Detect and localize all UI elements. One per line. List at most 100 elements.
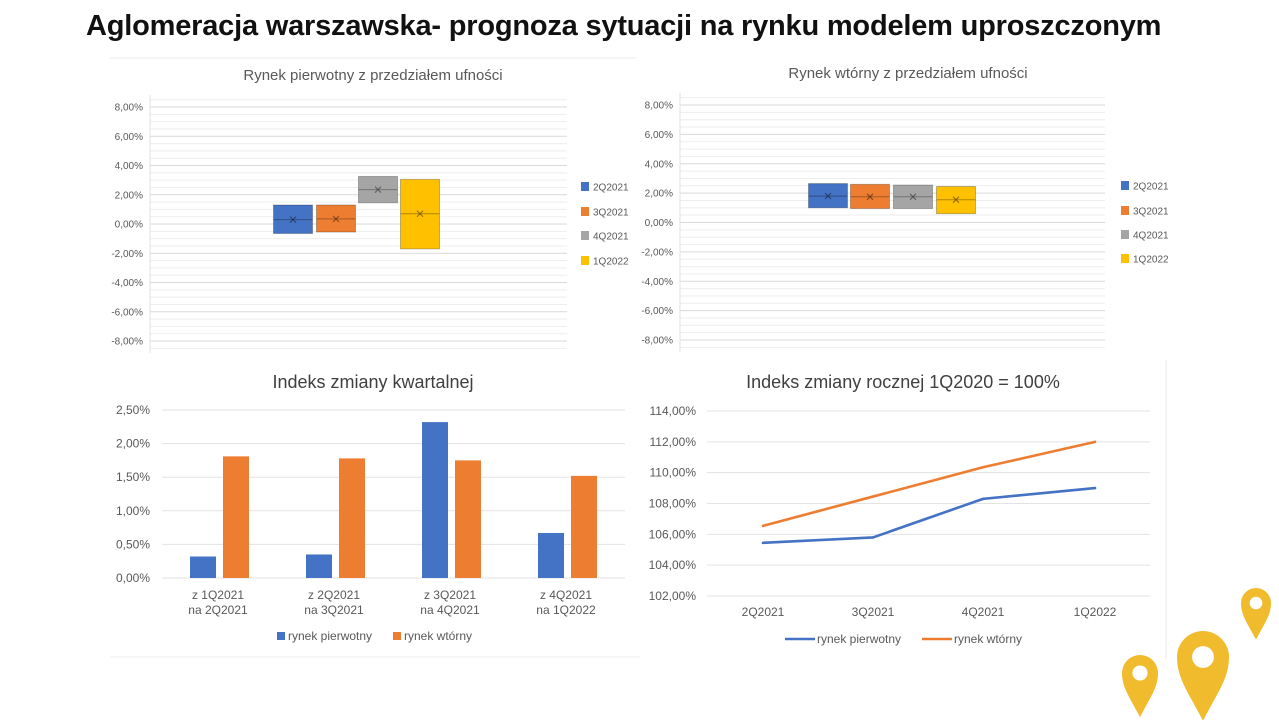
chart-title: Indeks zmiany kwartalnej bbox=[272, 372, 473, 392]
box-2Q2021 bbox=[273, 204, 313, 235]
pin-hole bbox=[1132, 665, 1148, 681]
legend-label: 3Q2021 bbox=[593, 208, 629, 219]
mean-marker bbox=[289, 216, 297, 224]
box-3Q2021 bbox=[850, 183, 890, 210]
y-tick-label: 1,50% bbox=[116, 470, 150, 484]
y-tick-label: 104,00% bbox=[649, 558, 697, 572]
bar-wtorny-1 bbox=[223, 456, 249, 578]
bar-pierwotny-1 bbox=[190, 556, 216, 578]
box-3Q2021 bbox=[316, 204, 356, 233]
legend-swatch bbox=[1121, 181, 1129, 190]
y-tick-label: 0,00% bbox=[115, 220, 143, 231]
x-tick-label: na 2Q2021 bbox=[188, 603, 248, 617]
y-tick-label: 2,00% bbox=[645, 189, 673, 200]
legend-label: 3Q2021 bbox=[1133, 207, 1169, 218]
bar-chart: Indeks zmiany kwartalnej 2,50% 2,00% 1,50% 1… bbox=[116, 372, 625, 643]
y-tick-label: -6,00% bbox=[641, 306, 673, 317]
x-tick-label: z 1Q2021 bbox=[192, 588, 244, 602]
data-point bbox=[981, 497, 985, 501]
legend-swatch bbox=[581, 231, 589, 240]
box-4Q2021 bbox=[893, 184, 933, 210]
slide-title: Aglomeracja warszawska- prognoza sytuacj… bbox=[86, 10, 1162, 42]
x-tick-label: 3Q2021 bbox=[852, 605, 895, 619]
legend-label: 2Q2021 bbox=[593, 183, 629, 194]
x-tick-label: na 3Q2021 bbox=[304, 603, 364, 617]
map-pin-small bbox=[1241, 588, 1271, 640]
bar-pierwotny-4 bbox=[538, 532, 564, 578]
bar-wtorny-4 bbox=[571, 475, 597, 578]
chart-title: Rynek pierwotny z przedziałem ufności bbox=[243, 67, 502, 84]
y-tick-label: -2,00% bbox=[111, 249, 143, 260]
legend-label: rynek wtórny bbox=[954, 632, 1022, 646]
legend-swatch bbox=[581, 182, 589, 191]
legend-swatch bbox=[1121, 230, 1129, 239]
legend-label: 4Q2021 bbox=[1133, 231, 1169, 242]
x-tick-label: z 3Q2021 bbox=[424, 588, 476, 602]
data-point bbox=[1093, 440, 1097, 444]
x-tick-label: na 1Q2022 bbox=[536, 603, 596, 617]
bar-pierwotny-3 bbox=[422, 422, 448, 578]
bar-wtorny-2 bbox=[339, 458, 365, 578]
legend-label: 4Q2021 bbox=[593, 232, 629, 243]
y-tick-label: -4,00% bbox=[111, 278, 143, 289]
line-wtorny bbox=[762, 440, 1096, 528]
y-tick-label: -8,00% bbox=[111, 337, 143, 348]
pin-hole bbox=[1249, 596, 1263, 610]
y-tick-label: 0,00% bbox=[116, 571, 150, 585]
legend-swatch bbox=[277, 632, 285, 640]
y-tick-label: 110,00% bbox=[650, 466, 697, 480]
box-1Q2022 bbox=[400, 178, 440, 250]
x-tick-label: z 2Q2021 bbox=[308, 588, 360, 602]
y-tick-label: 8,00% bbox=[645, 101, 673, 112]
y-tick-label: 8,00% bbox=[115, 103, 143, 114]
y-tick-label: -4,00% bbox=[641, 277, 673, 288]
chart-title: Rynek wtórny z przedziałem ufności bbox=[788, 65, 1027, 82]
y-tick-label: -8,00% bbox=[641, 336, 673, 347]
bar-pierwotny-2 bbox=[306, 554, 332, 578]
data-point bbox=[1093, 486, 1097, 490]
data-point bbox=[871, 536, 875, 539]
x-tick-label: 1Q2022 bbox=[1074, 605, 1117, 619]
data-point bbox=[871, 495, 875, 498]
y-tick-label: 0,00% bbox=[645, 218, 673, 229]
y-tick-label: 4,00% bbox=[645, 159, 673, 170]
map-pin-icon bbox=[1122, 655, 1158, 718]
legend-label: 1Q2022 bbox=[593, 257, 629, 268]
box-chart-1: Rynek pierwotny z przedziałem ufności 8,0… bbox=[111, 67, 629, 353]
mean-marker bbox=[909, 193, 917, 201]
legend-swatch bbox=[393, 632, 401, 640]
mean-marker bbox=[416, 210, 424, 218]
box-2Q2021 bbox=[808, 183, 848, 209]
mean-marker bbox=[332, 215, 340, 223]
y-tick-label: 4,00% bbox=[115, 161, 143, 172]
map-pin-icon bbox=[1241, 588, 1271, 640]
map-pin-icon bbox=[1177, 631, 1229, 720]
map-pin-medium bbox=[1122, 655, 1158, 718]
legend-label: rynek pierwotny bbox=[288, 629, 372, 643]
y-tick-label: 102,00% bbox=[649, 589, 697, 603]
x-tick-label: na 4Q2021 bbox=[420, 603, 480, 617]
y-tick-label: -2,00% bbox=[641, 247, 673, 258]
mean-marker bbox=[824, 192, 832, 200]
y-tick-label: 6,00% bbox=[645, 130, 673, 141]
data-point bbox=[761, 524, 765, 528]
y-tick-label: 2,00% bbox=[116, 437, 150, 451]
mean-marker bbox=[374, 186, 382, 194]
legend-swatch bbox=[1121, 206, 1129, 215]
line-chart: Indeks zmiany rocznej 1Q2020 = 100% 114,0… bbox=[649, 372, 1150, 646]
y-tick-label: 6,00% bbox=[115, 132, 143, 143]
x-tick-label: 4Q2021 bbox=[962, 605, 1005, 619]
data-point bbox=[761, 541, 765, 545]
chart-title: Indeks zmiany rocznej 1Q2020 = 100% bbox=[746, 372, 1060, 392]
bar-wtorny-3 bbox=[455, 460, 481, 578]
y-tick-label: 2,00% bbox=[115, 190, 143, 201]
line-pierwotny bbox=[762, 486, 1096, 545]
box-4Q2021 bbox=[358, 175, 398, 204]
pin-hole bbox=[1192, 646, 1214, 668]
legend-label: 2Q2021 bbox=[1133, 182, 1169, 193]
box-chart-2: Rynek wtórny z przedziałem ufności 8,00% 6… bbox=[641, 65, 1169, 352]
mean-marker bbox=[952, 196, 960, 204]
data-point bbox=[981, 465, 985, 469]
map-pin-large bbox=[1177, 631, 1229, 720]
